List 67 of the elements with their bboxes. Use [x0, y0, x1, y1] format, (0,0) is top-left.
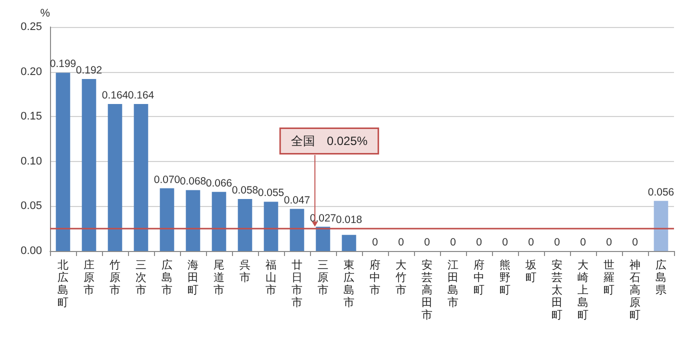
bar: [654, 200, 668, 251]
data-label: 0: [398, 236, 404, 248]
data-label: 0.066: [206, 177, 232, 190]
x-tick-label: 大竹市: [396, 258, 406, 296]
bar: [342, 234, 356, 251]
x-tick-label: 庄原市: [84, 258, 94, 296]
x-tick-label: 安芸太田町: [552, 258, 562, 322]
bar: [238, 199, 252, 251]
x-tick-label: 熊野町: [500, 258, 510, 296]
x-tick-label: 海田町: [188, 259, 198, 296]
data-label: 0.018: [336, 214, 362, 226]
x-tick-label: 廿日市市: [292, 258, 302, 309]
data-label: 0.070: [154, 174, 180, 186]
data-label: 0.068: [180, 176, 206, 188]
bar: [82, 78, 96, 251]
x-tick-label: 三原市: [318, 259, 328, 296]
y-tick-label: 0.00: [20, 245, 42, 257]
bar: [186, 190, 200, 251]
x-tick-label: 福山市: [266, 258, 276, 296]
x-tick-label: 北広島町: [58, 258, 68, 309]
data-label: 0.164: [102, 90, 128, 102]
y-axis-title: %: [40, 8, 50, 20]
data-label: 0: [528, 236, 534, 248]
y-tick-label: 0.15: [20, 110, 42, 123]
bar: [316, 226, 330, 251]
data-label: 0: [476, 236, 482, 248]
data-label: 0.055: [258, 187, 284, 200]
ref-line-label: 全国 0.025%: [290, 134, 368, 148]
data-label: 0: [450, 236, 456, 248]
data-label: 0.192: [76, 64, 102, 76]
data-label: 0: [372, 236, 378, 248]
data-label: 0: [424, 236, 430, 248]
x-tick-label: 坂町: [524, 258, 536, 284]
y-tick-label: 0.05: [20, 200, 42, 212]
y-tick-label: 0.25: [20, 21, 42, 33]
y-tick-label: 0.10: [20, 155, 42, 168]
bar: [212, 192, 226, 251]
x-tick-label: 広島県: [656, 258, 666, 296]
x-tick-label: 尾道市: [214, 259, 224, 296]
data-label: 0.164: [128, 90, 154, 102]
bar: [290, 208, 304, 251]
data-label: 0: [554, 236, 560, 248]
data-label: 0.056: [648, 186, 674, 198]
data-label: 0.058: [232, 184, 258, 197]
data-label: 0: [606, 236, 612, 248]
bar: [108, 104, 122, 251]
x-tick-label: 大崎上島町: [578, 258, 588, 322]
data-label: 0: [502, 236, 508, 248]
x-tick-label: 広島市: [162, 258, 172, 296]
data-label: 0.047: [284, 194, 310, 206]
bar: [264, 202, 278, 251]
x-tick-label: 竹原市: [110, 259, 120, 296]
x-tick-label: 三次市: [136, 259, 146, 296]
data-label: 0: [580, 236, 586, 248]
bar: [134, 104, 148, 251]
x-tick-label: 府中市: [370, 258, 380, 296]
y-tick-label: 0.20: [20, 66, 42, 78]
bar: [56, 72, 70, 251]
x-tick-label: 府中町: [474, 258, 484, 296]
x-tick-label: 世羅町: [604, 258, 614, 296]
data-label: 0: [632, 236, 638, 248]
x-tick-label: 東広島市: [344, 258, 354, 309]
bar: [160, 188, 174, 251]
x-tick-label: 安芸高田市: [422, 258, 432, 322]
x-tick-label: 江田島市: [448, 259, 458, 309]
x-tick-label: 呉市: [240, 259, 250, 284]
x-tick-label: 神石高原町: [630, 258, 640, 322]
